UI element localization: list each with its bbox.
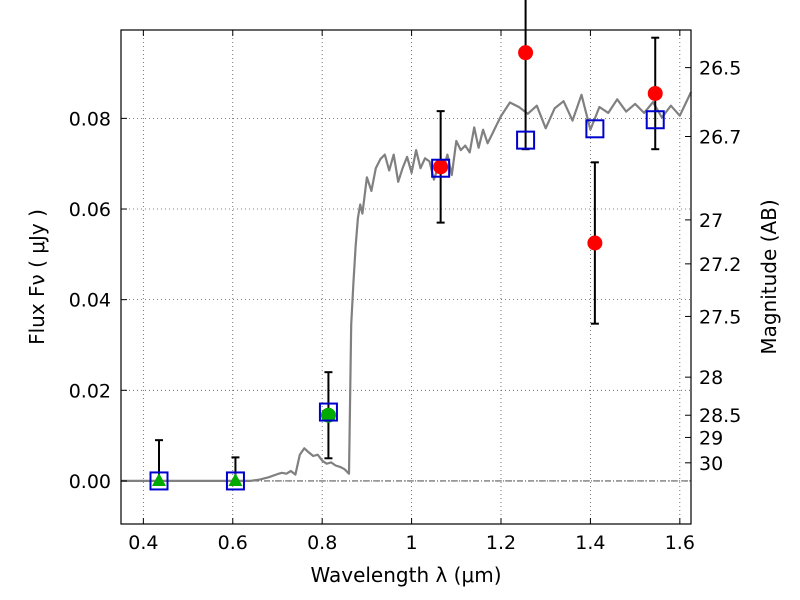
y-tick-label: 0.00 xyxy=(69,471,111,493)
y2-tick-label: 29 xyxy=(699,427,723,449)
model-band-square xyxy=(225,471,245,491)
x-tick-label: 0.6 xyxy=(218,532,248,554)
data-layer xyxy=(121,0,692,491)
model-band-square xyxy=(318,402,338,422)
x-axis-label-text: Wavelength λ (μm) xyxy=(310,563,501,587)
x-tick-label: 1.2 xyxy=(486,532,516,554)
x-tick-label: 1 xyxy=(406,532,418,554)
y-axis-label: Flux Fν ( μJy ) xyxy=(25,209,49,345)
upper-limit-marker xyxy=(228,472,243,486)
flux-point xyxy=(433,159,449,175)
tick-layer: 0.4 0.6 0.8 1 1.2 1.4 1.6 0.00 0.02 0.04 0.06 0.08 2… xyxy=(69,30,741,554)
sed-model-line xyxy=(121,91,692,482)
y-tick-label: 0.06 xyxy=(69,199,111,221)
model-band-square xyxy=(431,158,451,178)
x-axis-label: Wavelength λ (μm) xyxy=(310,563,501,587)
upper-limit-marker xyxy=(152,472,166,486)
model-band-square xyxy=(516,130,536,150)
grid-layer xyxy=(121,30,691,524)
y2-tick-label: 26.7 xyxy=(699,127,741,149)
model-band-square xyxy=(149,471,169,491)
model-band-square xyxy=(645,110,665,130)
y2-tick-label: 27.5 xyxy=(699,306,741,328)
x-tick-label: 1.4 xyxy=(575,532,605,554)
y2-tick-label: 27 xyxy=(699,210,723,232)
model-band-square xyxy=(585,119,605,139)
y-tick-label: 0.08 xyxy=(69,108,111,130)
y2-axis-label: Magnitude (AB) xyxy=(757,199,781,354)
y2-tick-label: 27.2 xyxy=(699,254,741,276)
flux-point xyxy=(647,85,663,101)
flux-point xyxy=(320,407,336,423)
y-tick-label: 0.02 xyxy=(69,380,111,402)
y2-tick-label: 28.5 xyxy=(699,405,741,427)
x-tick-label: 1.6 xyxy=(665,532,695,554)
plot-frame xyxy=(120,29,692,525)
y-tick-label: 0.04 xyxy=(69,290,111,312)
x-tick-label: 0.4 xyxy=(128,532,158,554)
flux-point xyxy=(518,45,534,61)
y2-tick-label: 28 xyxy=(699,367,723,389)
y2-tick-label: 30 xyxy=(699,453,723,475)
y2-tick-label: 26.5 xyxy=(699,58,741,80)
x-tick-label: 0.8 xyxy=(307,532,337,554)
flux-point xyxy=(587,235,603,251)
